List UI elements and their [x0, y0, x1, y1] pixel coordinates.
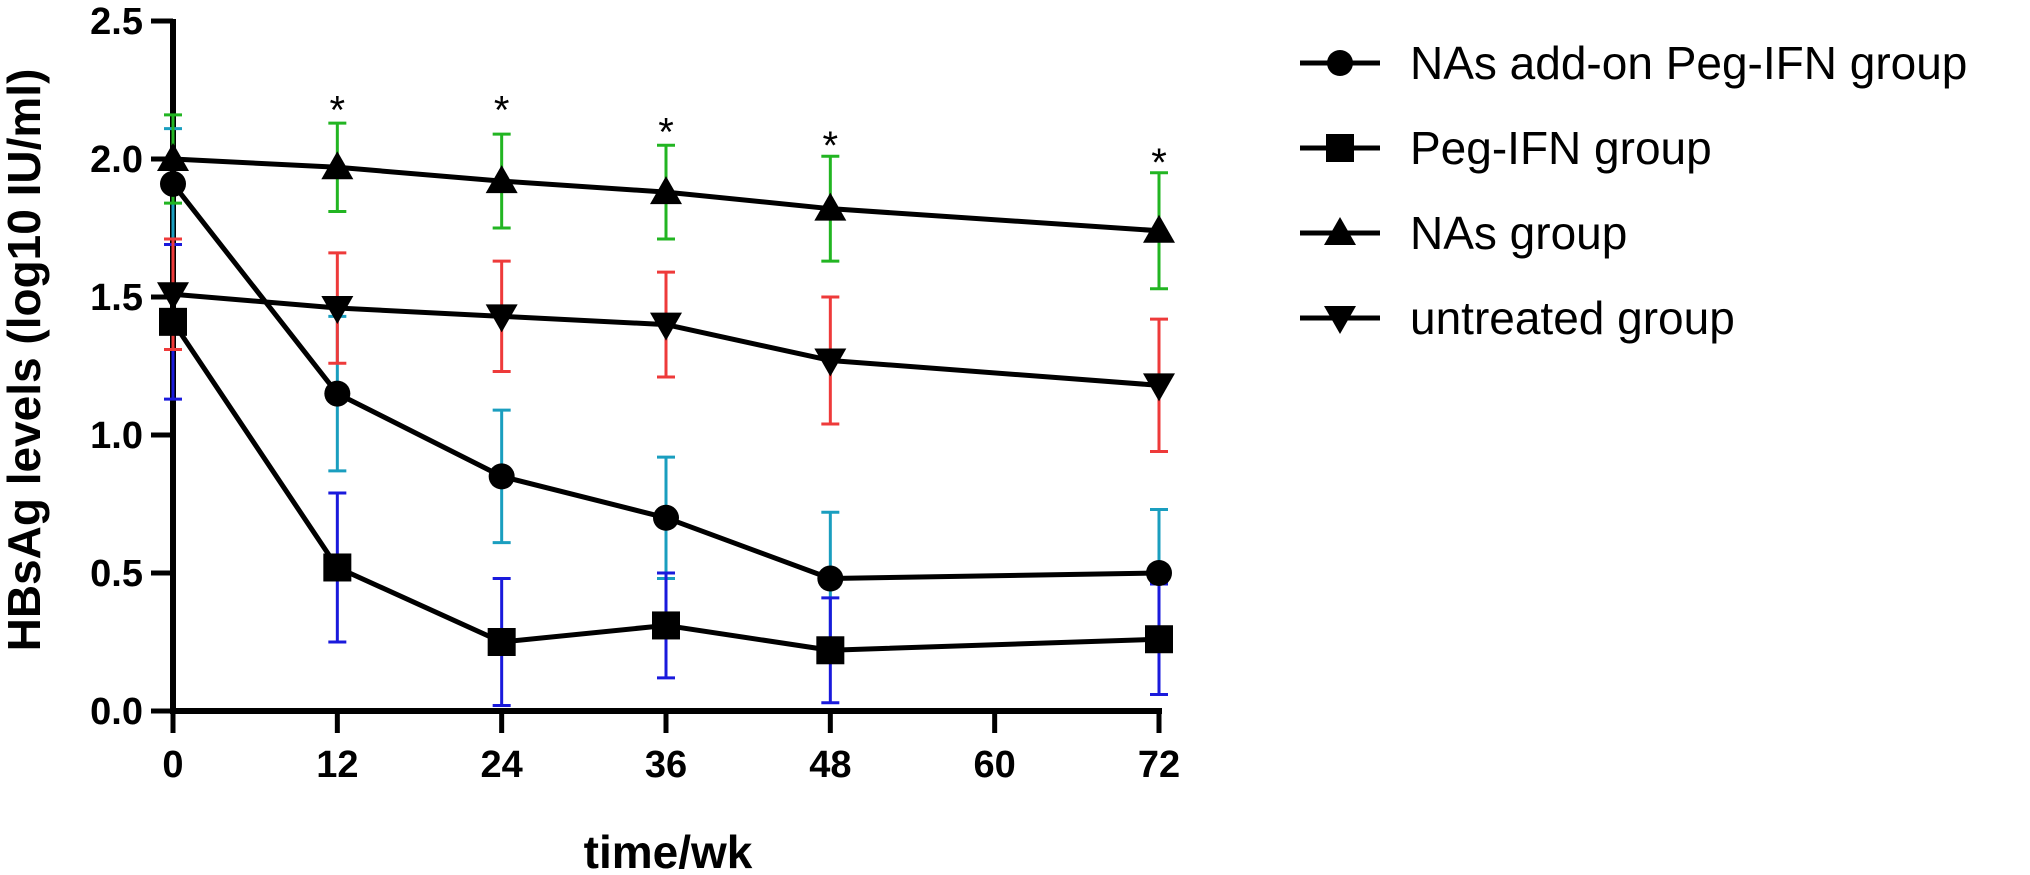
x-tick-label: 60 [974, 744, 1016, 786]
data-point-nas-add-on-peg-ifn-group [324, 380, 351, 407]
x-tick-label: 72 [1138, 744, 1180, 786]
data-point-peg-ifn-group [652, 611, 680, 640]
series-markers [157, 143, 1175, 665]
data-point-nas-group [1143, 214, 1175, 243]
axes: 0.0 0.5 1.0 1.5 2.0 2.5 0 12 24 36 48 60 72 [90, 1, 1180, 786]
data-point-nas-group [321, 151, 354, 180]
series-line-untreated-group [172, 291, 1160, 388]
data-point-nas-add-on-peg-ifn-group [1146, 560, 1172, 586]
significance-star: * [330, 88, 346, 132]
y-tick-label: 0.0 [90, 691, 143, 733]
series-line-nas-group [172, 156, 1160, 234]
series-line-nas-add-on-peg-ifn-group [171, 182, 1160, 582]
data-point-peg-ifn-group [816, 636, 845, 665]
legend-marker-peg-ifn-group [1326, 134, 1354, 162]
data-point-untreated-group [485, 304, 518, 333]
y-tick-label: 1.5 [90, 277, 143, 319]
data-point-nas-add-on-peg-ifn-group [488, 463, 515, 490]
legend: NAs add-on Peg-IFN group Peg-IFN group NAs… [1300, 37, 1967, 344]
data-point-nas-group [485, 165, 518, 194]
data-point-nas-group [650, 176, 682, 205]
data-point-nas-group [814, 192, 847, 221]
legend-label-peg-ifn-group: Peg-IFN group [1410, 122, 1712, 174]
significance-star: * [823, 124, 839, 168]
series-line-peg-ifn-group [170, 320, 1160, 653]
data-point-untreated-group [650, 312, 682, 341]
x-tick-label: 24 [481, 744, 523, 786]
legend-label-untreated-group: untreated group [1410, 292, 1735, 344]
x-tick-label: 0 [162, 744, 183, 786]
legend-marker-nas-group [1324, 217, 1356, 245]
y-tick-label: 0.5 [90, 553, 143, 595]
data-point-untreated-group [1143, 373, 1175, 402]
data-point-nas-add-on-peg-ifn-group [817, 565, 844, 592]
data-point-peg-ifn-group [1145, 625, 1173, 654]
x-tick-label: 48 [809, 744, 851, 786]
x-tick-label: 12 [316, 744, 358, 786]
series-lines [170, 156, 1160, 653]
y-tick-label: 1.0 [90, 415, 143, 457]
y-axis-title: HBsAg levels (log10 IU/ml) [0, 69, 50, 652]
significance-star: * [494, 88, 510, 132]
y-tick-label: 2.0 [90, 139, 143, 181]
data-point-peg-ifn-group [159, 307, 187, 336]
significance-star: * [1151, 141, 1167, 185]
significance-annotations: * * * * * [330, 88, 1167, 184]
data-point-peg-ifn-group [487, 628, 516, 656]
data-point-nas-add-on-peg-ifn-group [653, 504, 679, 531]
legend-label-nas-add-on-peg-ifn-group: NAs add-on Peg-IFN group [1410, 37, 1967, 89]
legend-marker-untreated-group [1324, 306, 1356, 334]
data-point-nas-group [157, 143, 189, 171]
y-tick-label: 2.5 [90, 1, 143, 43]
data-point-untreated-group [321, 296, 354, 325]
data-point-untreated-group [157, 282, 189, 311]
legend-marker-nas-add-on-peg-ifn-group [1327, 50, 1353, 76]
data-point-untreated-group [814, 348, 847, 377]
data-point-peg-ifn-group [323, 553, 352, 582]
x-axis-title: time/wk [584, 826, 753, 875]
legend-label-nas-group: NAs group [1410, 207, 1627, 259]
x-tick-label: 36 [645, 744, 687, 786]
data-point-nas-add-on-peg-ifn-group [160, 170, 186, 197]
significance-star: * [658, 110, 674, 154]
